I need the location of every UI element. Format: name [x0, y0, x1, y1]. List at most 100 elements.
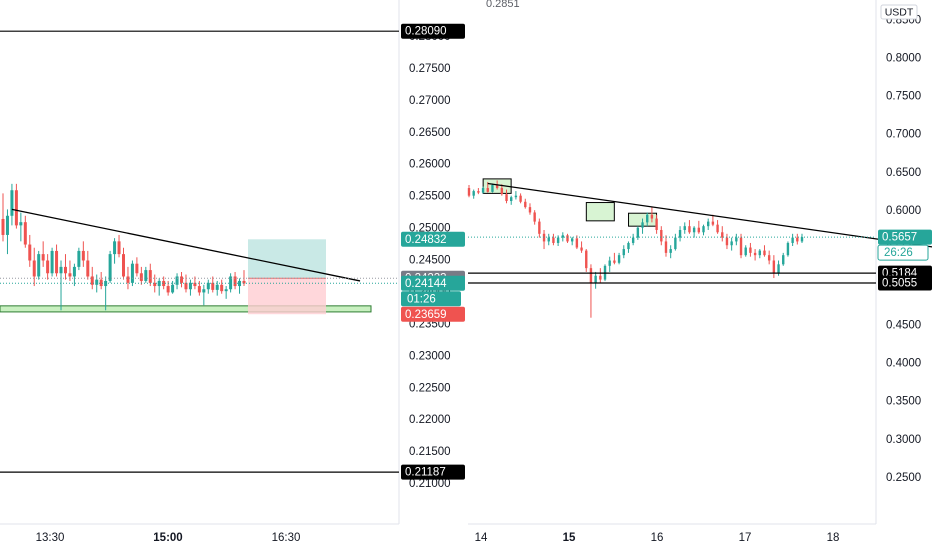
candle-body [171, 284, 175, 293]
candle-body [99, 279, 103, 287]
y-tick-label: 0.26500 [409, 127, 451, 139]
y-tick-label: 0.23000 [409, 350, 451, 362]
left-chart-panel[interactable]: 0.280000.275000.270000.265000.260000.255… [0, 0, 465, 544]
candle-body [538, 221, 541, 234]
candle-body [735, 237, 738, 242]
candle-body [220, 284, 224, 292]
y-tick-label: 0.4000 [886, 357, 921, 369]
candle-body [486, 188, 489, 192]
candle-body [753, 252, 757, 256]
candle-body [674, 237, 677, 250]
candle-body [211, 282, 215, 290]
candle-body [744, 247, 747, 256]
candle-body [688, 226, 691, 233]
candle-body [617, 255, 621, 263]
candle-body [495, 184, 499, 189]
candle-body [767, 255, 771, 261]
price-tag-label: 0.24144 [405, 278, 447, 290]
candle-body [636, 227, 640, 238]
candle-body [627, 242, 630, 250]
support-zone[interactable] [0, 305, 372, 313]
candle-body [758, 250, 761, 256]
candle-body [135, 263, 139, 274]
candle-body [481, 188, 485, 193]
stop-loss-zone[interactable] [248, 278, 326, 315]
candle-body [126, 276, 130, 283]
candle-body [655, 218, 658, 230]
y-tick-label: 0.3000 [886, 434, 921, 446]
candle-body [594, 275, 597, 284]
candle-body [72, 266, 76, 277]
candle-body [1, 218, 5, 235]
candle-body [229, 276, 233, 290]
candle-body [144, 270, 148, 281]
take-profit-zone[interactable] [248, 239, 326, 279]
y-tick-label: 0.21000 [409, 478, 451, 490]
trendline[interactable] [11, 208, 361, 282]
y-tick-label: 0.24500 [409, 255, 451, 267]
right-chart-panel[interactable]: 0.85000.80000.75000.70000.65000.60000.55… [467, 0, 932, 544]
candle-body [238, 280, 242, 287]
candle-body [46, 260, 50, 274]
candle-body [175, 276, 179, 285]
y-tick-label: 0.25500 [409, 191, 451, 203]
candle-body [122, 254, 125, 277]
candle-body [683, 226, 686, 230]
candle-body [556, 237, 560, 243]
x-tick-label: 17 [739, 532, 752, 544]
candle-body [552, 237, 555, 243]
candle-body [730, 241, 733, 246]
x-tick-label: 18 [827, 532, 840, 544]
top-cutoff-price-label: 0.2851 [486, 0, 520, 10]
candle-body [786, 242, 790, 256]
price-tag-label: 0.23659 [405, 309, 447, 321]
candle-body [514, 195, 518, 198]
candle-body [10, 190, 14, 216]
candle-body [37, 254, 41, 277]
candle-body [95, 279, 99, 285]
price-tag-last [401, 275, 465, 291]
candle-body [5, 215, 9, 235]
candle-body [566, 235, 569, 242]
x-tick-label: 15 [563, 532, 576, 544]
candle-body [528, 207, 532, 213]
candle-body [242, 280, 246, 284]
candle-body [519, 195, 522, 202]
candle-body [180, 276, 184, 283]
bar-countdown-label: 26:26 [884, 247, 913, 259]
candle-body [524, 201, 527, 208]
candle-body [139, 273, 143, 281]
candle-body [800, 237, 804, 242]
level-price-tag [878, 275, 932, 291]
candle-body [193, 282, 197, 287]
y-tick-label: 0.22500 [409, 382, 451, 394]
x-tick-label: 16:30 [272, 532, 301, 544]
x-tick-label: 13:30 [36, 532, 65, 544]
candle-body [692, 227, 696, 233]
currency-badge[interactable] [880, 4, 918, 20]
candle-body [50, 250, 54, 274]
candle-body [646, 214, 649, 223]
x-tick-label: 16 [651, 532, 664, 544]
countdown-tag [401, 291, 461, 307]
candle-body [32, 260, 36, 277]
price-tag-last [878, 229, 932, 245]
candle-body [153, 282, 157, 287]
candle-body [86, 260, 90, 277]
candle-body [59, 266, 63, 274]
candle-body [505, 194, 508, 202]
candle-body [68, 273, 72, 277]
candle-body [14, 190, 18, 226]
price-tag-stop [401, 306, 465, 322]
candle-body [117, 241, 121, 255]
candle-body [41, 254, 45, 261]
candle-body [184, 282, 188, 290]
bar-countdown-label: 01:26 [407, 293, 436, 305]
pattern-highlight-box[interactable] [585, 202, 615, 222]
candle-body [542, 233, 546, 242]
level-price-tag [401, 23, 465, 39]
candle-body [664, 241, 668, 253]
candle-body [472, 191, 475, 196]
